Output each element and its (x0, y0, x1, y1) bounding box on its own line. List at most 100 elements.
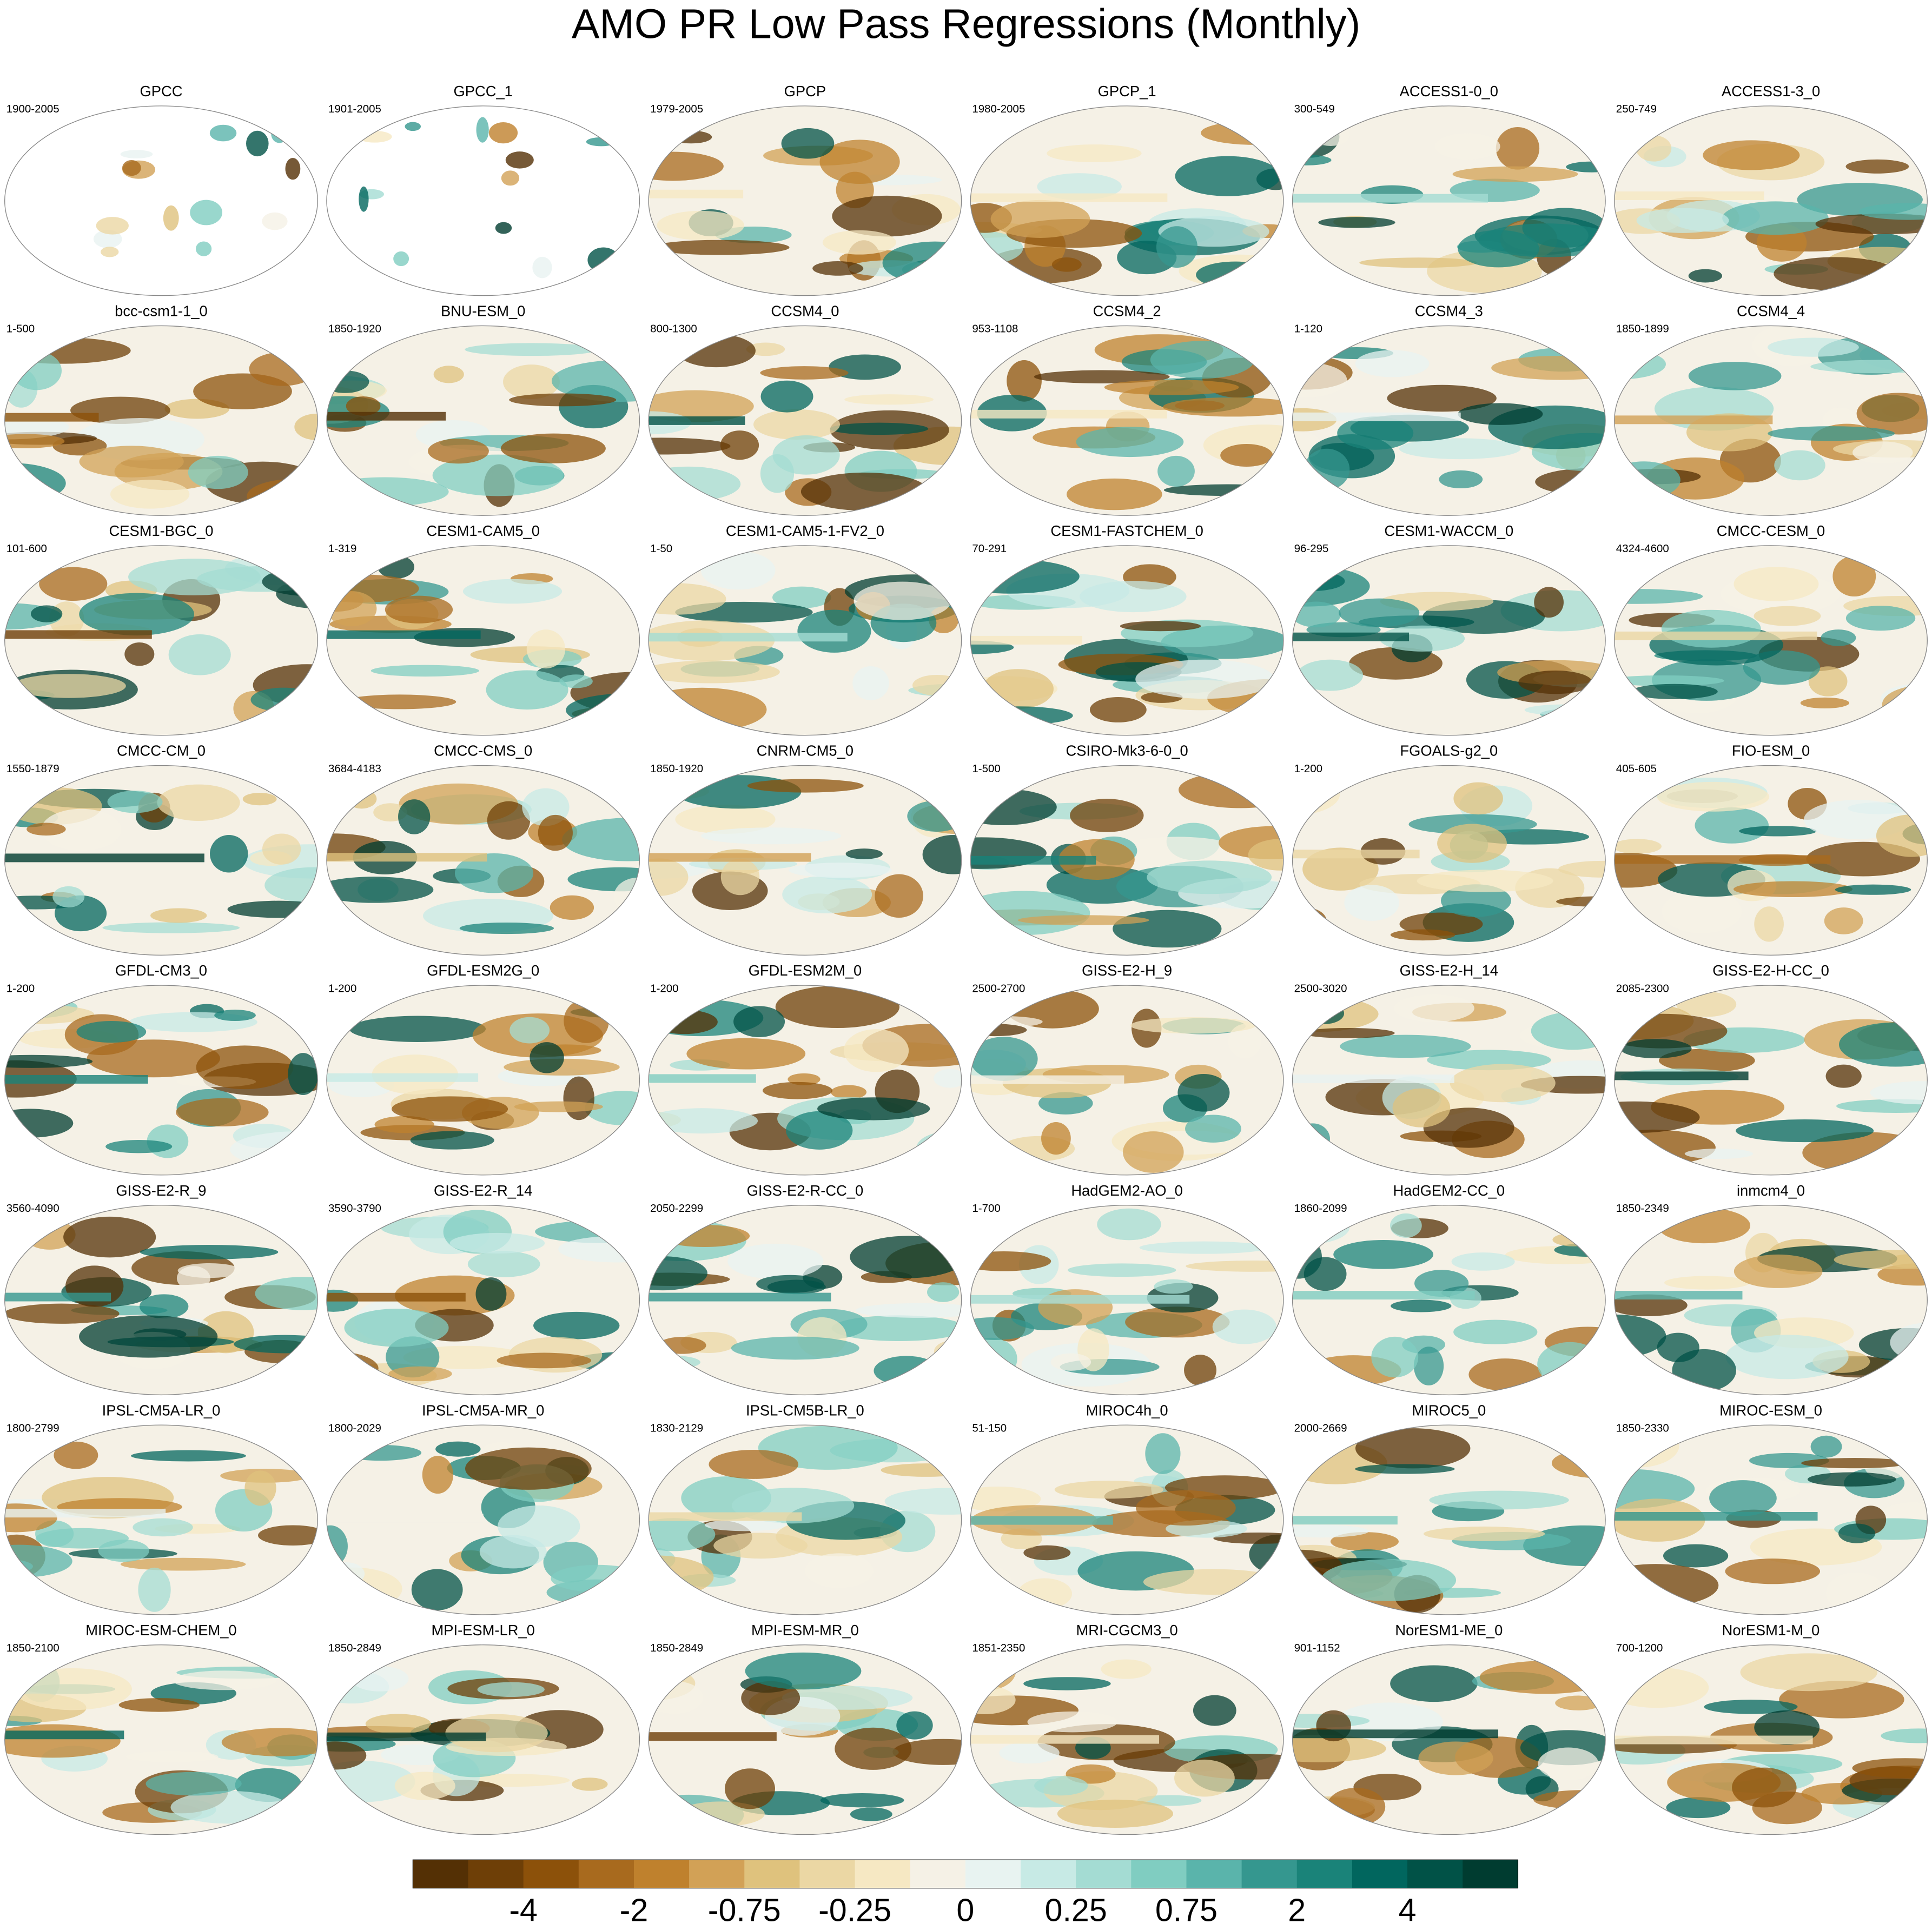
map-texture (1451, 1252, 1515, 1271)
map-texture (271, 124, 288, 143)
map-outline (4, 765, 318, 956)
map-texture (433, 366, 464, 383)
map-texture (1399, 438, 1521, 460)
map-texture (1832, 556, 1876, 597)
map-texture (445, 1714, 548, 1753)
map-outline (970, 325, 1284, 516)
map-texture (1154, 1279, 1193, 1294)
map-texture (970, 706, 1073, 725)
map-texture (1157, 455, 1195, 487)
map-texture (563, 1076, 594, 1120)
map (1614, 105, 1928, 296)
map-texture (1041, 1122, 1071, 1155)
map-texture (1120, 621, 1201, 632)
map-texture (4, 1075, 148, 1084)
map-texture (30, 605, 63, 622)
map-texture (599, 122, 631, 134)
map-outline (1292, 1424, 1606, 1615)
map-texture (659, 1224, 750, 1248)
map-texture (411, 1569, 463, 1610)
map-texture (1017, 1578, 1072, 1609)
map-texture (385, 595, 453, 624)
map-texture (1552, 1233, 1595, 1246)
map-texture (566, 693, 640, 727)
map-texture (344, 1309, 449, 1347)
map-outline (1614, 1204, 1928, 1396)
panel-title: GFDL-ESM2M_0 (749, 962, 862, 979)
map-texture (1881, 1728, 1928, 1743)
map-texture (497, 1352, 592, 1369)
map-texture (817, 1097, 930, 1120)
colorbar-tick-label: 0.25 (1045, 1892, 1107, 1928)
map (970, 1644, 1283, 1835)
panel-title: GPCP_1 (1098, 83, 1156, 100)
map-texture (704, 1519, 785, 1531)
map-texture (1688, 269, 1723, 283)
map-texture (101, 247, 119, 257)
map-texture (1754, 906, 1784, 942)
colorbar-box (633, 1860, 690, 1888)
map-texture (1852, 441, 1913, 464)
colorbar-box (799, 1860, 856, 1888)
map-texture (1439, 470, 1483, 489)
map-texture (970, 1295, 1190, 1304)
map-texture (1292, 907, 1327, 935)
map-texture (1330, 1532, 1399, 1551)
map-texture (1725, 1558, 1821, 1584)
map-texture (1292, 601, 1341, 628)
map (4, 1425, 318, 1615)
map-outline (648, 1204, 962, 1396)
map-texture (1458, 230, 1539, 268)
map (1614, 765, 1928, 956)
map-texture (4, 413, 99, 422)
map-texture (1080, 581, 1187, 613)
colorbar-box (1021, 1860, 1076, 1888)
map-texture (1070, 799, 1144, 832)
map-texture (1179, 254, 1283, 288)
map-texture (1292, 579, 1313, 601)
panel-title: MRI-CGCM3_0 (1076, 1622, 1177, 1639)
map (326, 985, 640, 1175)
map-texture (1186, 1261, 1283, 1272)
map-texture (350, 1666, 409, 1692)
panel-years: 1851-2350 (972, 1642, 1025, 1654)
map-texture (110, 480, 190, 509)
map-texture (1800, 697, 1850, 709)
map-texture (105, 1139, 173, 1153)
map-texture (1292, 116, 1330, 148)
panel-title: GFDL-ESM2G_0 (427, 962, 539, 979)
map-texture (190, 200, 223, 226)
panel-years: 1-200 (650, 982, 678, 994)
map-texture (339, 1445, 422, 1461)
map-texture (1220, 443, 1273, 467)
panel-years: 2000-2669 (1294, 1422, 1347, 1434)
map-texture (1614, 1735, 1813, 1745)
map-texture (432, 454, 564, 496)
map-texture (102, 922, 240, 933)
panel-years: 3684-4183 (328, 762, 381, 775)
map-texture (1725, 1335, 1849, 1379)
map-texture (1614, 191, 1764, 201)
map-texture (720, 858, 760, 896)
colorbar-tick-label: 4 (1399, 1892, 1417, 1928)
panel-years: 1850-1920 (328, 323, 381, 335)
map-texture (709, 1449, 799, 1479)
map-texture (649, 1355, 700, 1369)
map-texture (1379, 625, 1465, 652)
panel-title: IPSL-CM5B-LR_0 (746, 1402, 864, 1418)
map-texture (853, 581, 951, 620)
map-texture (907, 800, 962, 832)
panel-title: MIROC-ESM-CHEM_0 (85, 1622, 236, 1639)
map-texture (922, 835, 962, 874)
map-texture (1684, 1149, 1754, 1159)
map-texture (76, 1020, 147, 1043)
map-texture (1614, 589, 1703, 604)
map (326, 1644, 640, 1835)
map-texture (326, 1525, 348, 1567)
panel-title: CESM1-CAM5_0 (426, 522, 540, 539)
map-outline (970, 105, 1284, 296)
map-texture (1292, 1524, 1369, 1538)
map-texture (1614, 1511, 1818, 1521)
panel-title: GISS-E2-H_9 (1082, 962, 1172, 979)
map-texture (970, 635, 1082, 645)
